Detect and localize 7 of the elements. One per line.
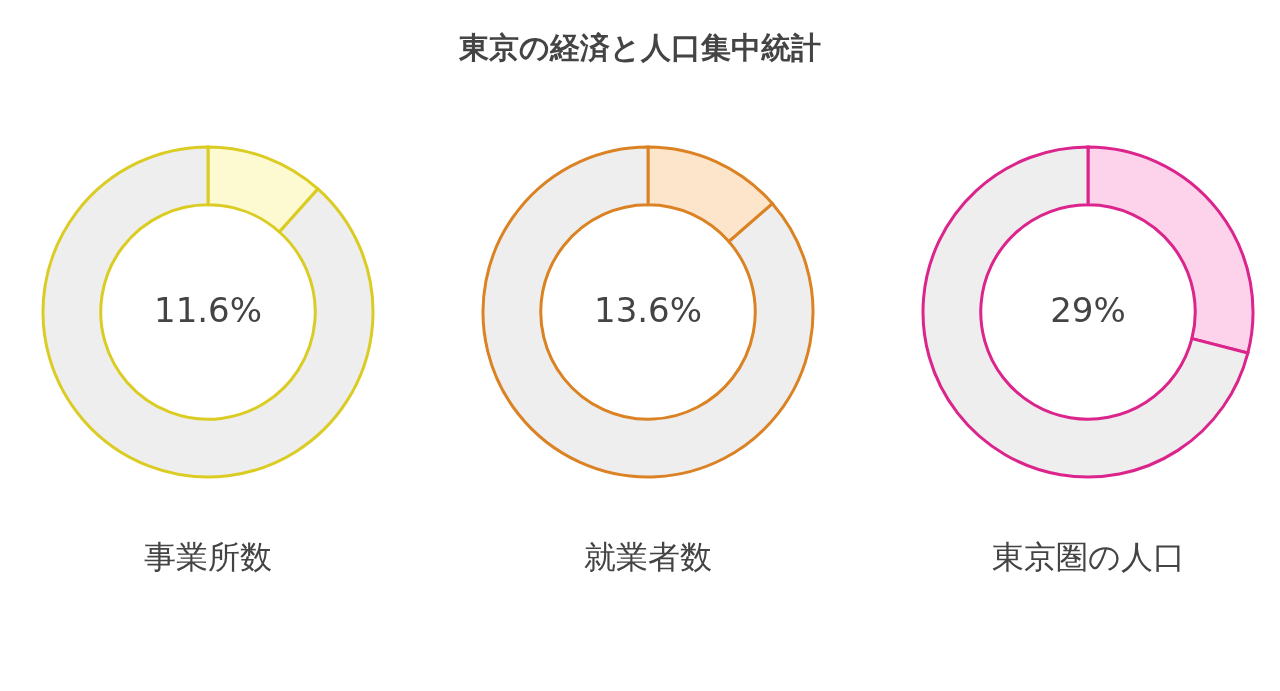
text: 就業者数 (584, 538, 712, 576)
data-label: 29% (1050, 290, 1126, 330)
text: 東京圏の人口 (991, 538, 1185, 576)
text: 東京の経済と人口集中統計 (458, 29, 822, 67)
text: 事業所数 (144, 538, 272, 576)
data-label: 13.6% (593, 290, 703, 330)
data-label: 11.6% (153, 290, 263, 330)
